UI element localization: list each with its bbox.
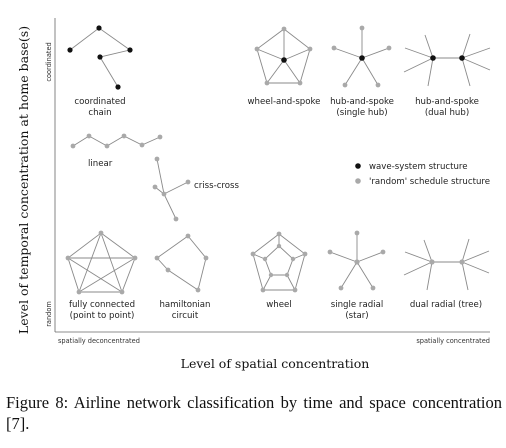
network-wheel-and-spoke: wheel-and-spoke <box>248 26 321 107</box>
network-criss-cross: criss-cross <box>152 156 240 222</box>
network-hub-spoke-dual: hub-and-spoke (dual hub) <box>403 33 491 118</box>
network-hub-spoke-single: hub-and-spoke (single hub) <box>330 25 394 118</box>
network-single-radial: single radial (star) <box>327 230 386 321</box>
legend-wave-label: wave-system structure <box>369 162 468 172</box>
label-single-radial-1: single radial <box>331 300 383 310</box>
label-linear: linear <box>88 159 113 169</box>
y-axis-title: Level of temporal concentration at home … <box>16 26 31 334</box>
network-wheel: wheel <box>250 231 308 310</box>
label-hamiltonian-2: circuit <box>172 311 199 321</box>
axes: coordinated random Level of temporal con… <box>16 18 490 371</box>
y-axis-top-label: coordinated <box>45 42 53 81</box>
figure-caption: Figure 8: Airline network classification… <box>6 392 502 434</box>
label-hamiltonian-1: hamiltonian <box>159 300 210 310</box>
label-criss-cross: criss-cross <box>194 181 240 191</box>
label-fully-connected-2: (point to point) <box>70 311 135 321</box>
caption-text: Airline network classification by time a… <box>6 393 503 433</box>
label-fully-connected-1: fully connected <box>69 300 135 310</box>
x-axis-right-label: spatially concentrated <box>416 337 490 345</box>
label-hub-spoke-single-2: (single hub) <box>336 108 387 118</box>
label-single-radial-2: (star) <box>345 311 368 321</box>
legend-wave-marker <box>355 163 361 169</box>
legend-random-label: 'random' schedule structure <box>369 177 490 187</box>
label-hub-spoke-dual-1: hub-and-spoke <box>415 97 479 107</box>
label-coordinated-chain-1: coordinated <box>74 97 125 107</box>
legend: wave-system structure 'random' schedule … <box>355 162 490 187</box>
network-linear: linear <box>70 133 163 169</box>
label-hub-spoke-single-1: hub-and-spoke <box>330 97 394 107</box>
label-hub-spoke-dual-2: (dual hub) <box>425 108 469 118</box>
caption-label: Figure 8: <box>6 393 69 412</box>
label-wheel: wheel <box>266 300 291 310</box>
x-axis-left-label: spatially deconcentrated <box>58 337 140 345</box>
label-wheel-and-spoke: wheel-and-spoke <box>248 97 321 107</box>
network-classification-diagram: coordinated random Level of temporal con… <box>16 18 491 371</box>
y-axis-bottom-label: random <box>45 301 53 327</box>
network-hamiltonian: hamiltonian circuit <box>154 233 211 321</box>
network-fully-connected: fully connected (point to point) <box>65 230 138 321</box>
x-axis-title: Level of spatial concentration <box>181 356 370 371</box>
label-dual-radial: dual radial (tree) <box>410 300 482 310</box>
network-coordinated-chain: coordinated chain <box>67 25 133 118</box>
network-dual-radial: dual radial (tree) <box>403 238 490 310</box>
legend-random-marker <box>355 178 361 184</box>
label-coordinated-chain-2: chain <box>88 108 111 118</box>
